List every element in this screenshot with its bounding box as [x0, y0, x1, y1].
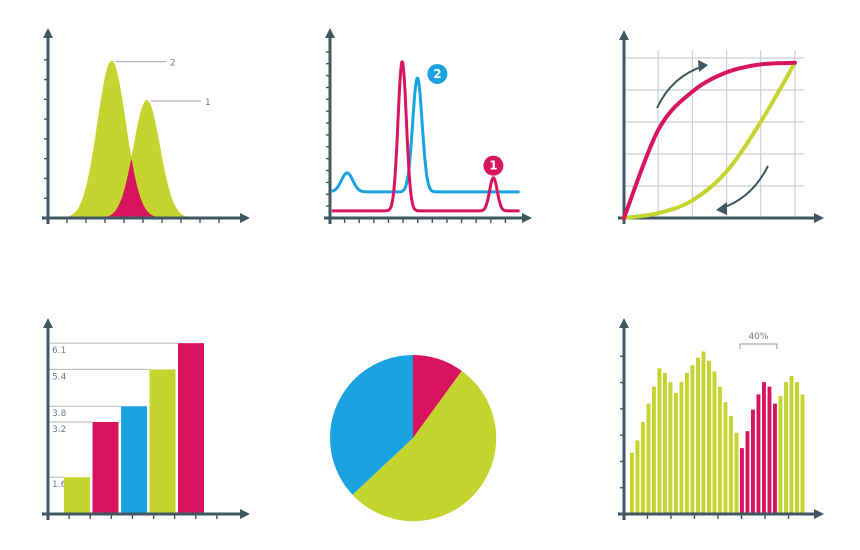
peaks-union-area [51, 60, 223, 218]
histogram-bar [795, 382, 799, 514]
hysteresis-y-arrow-icon [619, 30, 629, 40]
histogram-bar [635, 440, 640, 514]
lower-curve-line [622, 60, 797, 220]
histogram-bar [668, 382, 673, 514]
bar-tick-label: 5.4 [52, 372, 67, 382]
up-arrowhead-icon [698, 60, 708, 72]
peaks-overlap-area [51, 158, 223, 218]
down-arrowhead-icon [716, 202, 727, 215]
peak-badge [483, 155, 504, 176]
bar-B [92, 422, 119, 514]
pie-slice-lime [352, 370, 497, 522]
peaks-chart: 21 [42, 28, 250, 224]
chromatogram-y-arrow-icon [325, 28, 335, 38]
upper-curve-line [622, 60, 797, 220]
histogram-bar [729, 415, 733, 514]
pie-slice-cyan [330, 355, 413, 495]
peak-label: 2 [170, 59, 176, 69]
histogram-bar [723, 402, 728, 514]
bar-y-arrow-icon [43, 318, 53, 328]
bar-tick-label: 3.2 [52, 425, 66, 435]
bar-chart: 1.6 3.2 3.8 5.4 6.1 [42, 318, 250, 520]
hysteresis-chart [618, 30, 824, 224]
down-direction-arrow-icon [721, 165, 769, 209]
histogram-bar [630, 452, 634, 514]
histogram-bar [646, 403, 651, 514]
highlight-bracket [739, 343, 778, 349]
peak-badge-label: 2 [433, 67, 441, 81]
bar-tick-label: 3.8 [52, 409, 67, 419]
histogram-bar [789, 376, 794, 514]
histogram-bar [745, 431, 750, 514]
histogram-bar [701, 351, 706, 514]
chromatogram-chart: 21 [324, 28, 532, 224]
histogram-bar [778, 395, 783, 514]
histogram-bar [762, 382, 766, 514]
bar-tick-label: 1.6 [52, 480, 67, 490]
bar-tick-label: 6.1 [52, 346, 66, 356]
histogram-bar [641, 422, 645, 514]
bar-C [121, 406, 147, 514]
peak-label: 1 [205, 98, 211, 108]
histogram-bar [773, 403, 777, 514]
peaks-y-arrow-icon [43, 28, 53, 38]
histogram-bar [690, 365, 695, 514]
histogram-bar [718, 386, 722, 514]
peak-badge-label: 1 [489, 159, 497, 173]
bar-A [64, 477, 90, 514]
histogram-y-arrow-icon [619, 318, 629, 328]
hysteresis-x-arrow-icon [814, 213, 824, 223]
histogram-bar [679, 382, 684, 514]
histogram-bar [751, 409, 755, 514]
bar-x-arrow-icon [240, 509, 250, 519]
histogram-bar [685, 372, 689, 514]
histogram-bar [674, 392, 678, 514]
chromatogram-x-arrow-icon [522, 213, 532, 223]
histogram-bar [740, 448, 744, 514]
histogram-bar [657, 368, 662, 514]
peaks-x-arrow-icon [240, 213, 250, 223]
histogram-bar [767, 386, 772, 514]
histogram-bar [663, 372, 667, 514]
histogram-bar [784, 382, 788, 514]
magenta-trace-line [331, 60, 521, 213]
pie-chart [330, 355, 497, 522]
bar-D [149, 369, 176, 514]
histogram-chart: 40% [618, 318, 824, 520]
histogram-bar [712, 371, 717, 514]
histogram-bar [652, 386, 656, 514]
histogram-bar [696, 357, 700, 514]
histogram-bar [756, 394, 761, 514]
pie-slice-magenta [413, 355, 462, 438]
histogram-bar [800, 394, 805, 514]
bar-E [178, 343, 204, 514]
highlight-label: 40% [748, 332, 768, 342]
histogram-x-arrow-icon [814, 509, 824, 519]
histogram-bar [734, 432, 739, 514]
up-direction-arrow-icon [656, 65, 705, 109]
peak-badge [427, 63, 448, 84]
histogram-bar [707, 360, 711, 514]
